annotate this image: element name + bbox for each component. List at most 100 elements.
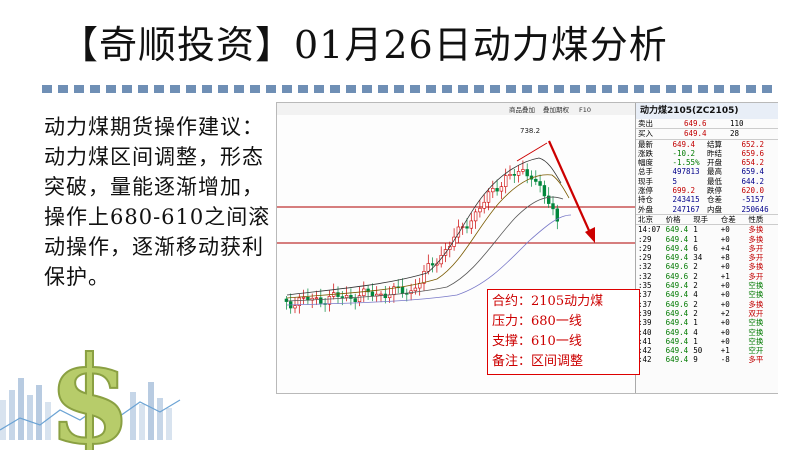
quote-stat-cell: 幅度 [638,158,653,168]
quote-stat-cell: 654.2 [741,158,765,168]
trade-cell: +2 [720,308,730,318]
trade-cell: 1 [693,225,698,235]
quote-stat-cell: 结算 [707,139,722,149]
candle-body [478,208,482,213]
trade-cell: 649.4 [665,346,689,356]
peak-label: 738.2 [520,127,540,135]
trade-cell: -8 [720,355,730,365]
candle-body [314,297,319,300]
quote-stat-row: 幅度 -1.55% 开盘 654.2 [636,158,778,167]
candle-body [512,174,516,176]
trade-header-cell: 北京 [638,214,653,224]
quote-stat-cell: 总手 [638,167,653,177]
quote-stat-cell: 644.2 [741,176,765,186]
quote-stat-row: 最新 649.4 结算 652.2 [636,140,778,149]
trade-cell: :29 [638,243,652,253]
trade-row: :41 649.4 1 +0 空换 [636,337,778,346]
candle-body [413,287,418,292]
candle-body [469,220,473,229]
buy-row: 买入 649.4 28 [636,129,778,140]
candle-body [340,296,345,298]
quote-stat-cell: -5157 [741,195,765,205]
trade-cell: 649.6 [665,299,689,309]
trade-cell: 2 [693,281,698,291]
trade-cell: 1 [693,234,698,244]
candle-body [327,296,332,305]
trade-cell: :35 [638,281,652,291]
candle-body [546,195,551,204]
quote-stat-cell: 涨跌 [638,148,653,158]
quote-stat-row: 总手 497813 最高 659.4 [636,167,778,176]
trade-cell: 2 [693,271,698,281]
trade-header-cell: 现手 [693,214,709,224]
sell-price: 649.6 [684,119,707,128]
trade-cell: 649.4 [665,327,689,337]
candle-body [542,185,547,197]
trading-advice: 动力煤期货操作建议：动力煤区间调整，形态突破，量能逐渐增加，操作上680-610… [44,115,271,289]
candle-body [495,188,499,192]
trade-cell: +0 [720,281,730,291]
candle-body [293,305,297,309]
quote-stat-cell: 649.4 [672,139,696,149]
trade-cell: 649.4 [665,336,689,346]
candle-body [473,211,478,222]
buy-label: 买入 [638,129,653,139]
candle-body [284,298,289,302]
trade-cell: 空换 [748,336,764,346]
trade-cell: :42 [638,346,652,356]
trade-cell: +0 [720,262,730,272]
trade-cell: :29 [638,253,652,263]
trade-cell: :37 [638,290,652,300]
candle-body [349,295,353,299]
quote-stat-cell: 涨停 [638,186,653,196]
trade-cell: 4 [693,327,698,337]
trade-cell: 649.6 [665,271,689,281]
trade-row: :37 649.4 4 +0 空换 [636,290,778,299]
candle-body [353,298,357,303]
header-item[interactable]: 商品叠加 [509,105,535,114]
quote-stat-cell: 250646 [741,204,769,214]
trade-cell: 649.4 [665,318,689,328]
trade-cell: 34 [693,253,703,263]
candle-body [430,263,435,266]
trade-list: 14:07 649.4 1 +0 多换:29 649.4 1 +0 多换:29 649.4 6 +4 多… [636,225,778,364]
info-support: 支撑：610一线 [492,334,582,349]
candle-body [538,181,542,186]
header-item[interactable]: F10 [579,106,591,114]
trade-cell: 多平 [748,355,764,365]
buy-price: 649.4 [684,129,707,139]
trade-row: :29 649.4 1 +0 多换 [636,235,778,244]
trade-cell: :32 [638,271,652,281]
quote-stats: 最新 649.4 结算 652.2 涨跌 -10.2 昨结 659.6 幅度 -1.55% 开盘 65… [636,140,778,214]
header-item[interactable]: 叠加期权 [543,105,570,114]
trade-header-cell: 仓差 [720,214,736,224]
candle-body [516,171,521,176]
trade-cell: 649.4 [665,253,689,263]
trade-cell: 多开 [748,243,764,253]
trade-row: :39 649.4 2 +2 双开 [636,309,778,318]
candle-body [491,188,495,193]
quote-stat-cell: 开盘 [707,158,722,168]
quote-stat-cell: -1.55% [672,158,700,168]
quote-stat-cell: -10.2 [672,148,696,158]
trade-cell: 649.4 [665,225,689,235]
candlestick-svg: 商品叠加 叠加期权 F10 738.2 [277,103,635,393]
quote-stat-cell: 243415 [672,195,700,205]
trade-cell: 空开 [748,346,764,356]
candles [284,160,559,314]
trade-cell: 6 [693,243,698,253]
sell-vol: 110 [730,119,744,128]
trade-cell: 649.4 [665,290,689,300]
quote-stat-cell: 699.2 [672,186,696,196]
quote-stat-row: 涨停 699.2 跌停 620.0 [636,186,778,195]
trade-row: :29 649.4 34 +8 多开 [636,253,778,262]
trade-row: :42 649.4 50 +1 空开 [636,346,778,355]
quote-panel: 动力煤2105(ZC2105) 卖出 649.6 110 买入 649.4 28… [635,103,778,393]
trade-cell: :37 [638,299,652,309]
sell-label: 卖出 [638,119,653,128]
trade-cell: +0 [720,234,730,244]
trade-cell: 2 [693,262,698,272]
trade-cell: +8 [720,253,730,263]
quote-stat-cell: 内盘 [707,204,722,214]
candle-body [551,203,555,210]
